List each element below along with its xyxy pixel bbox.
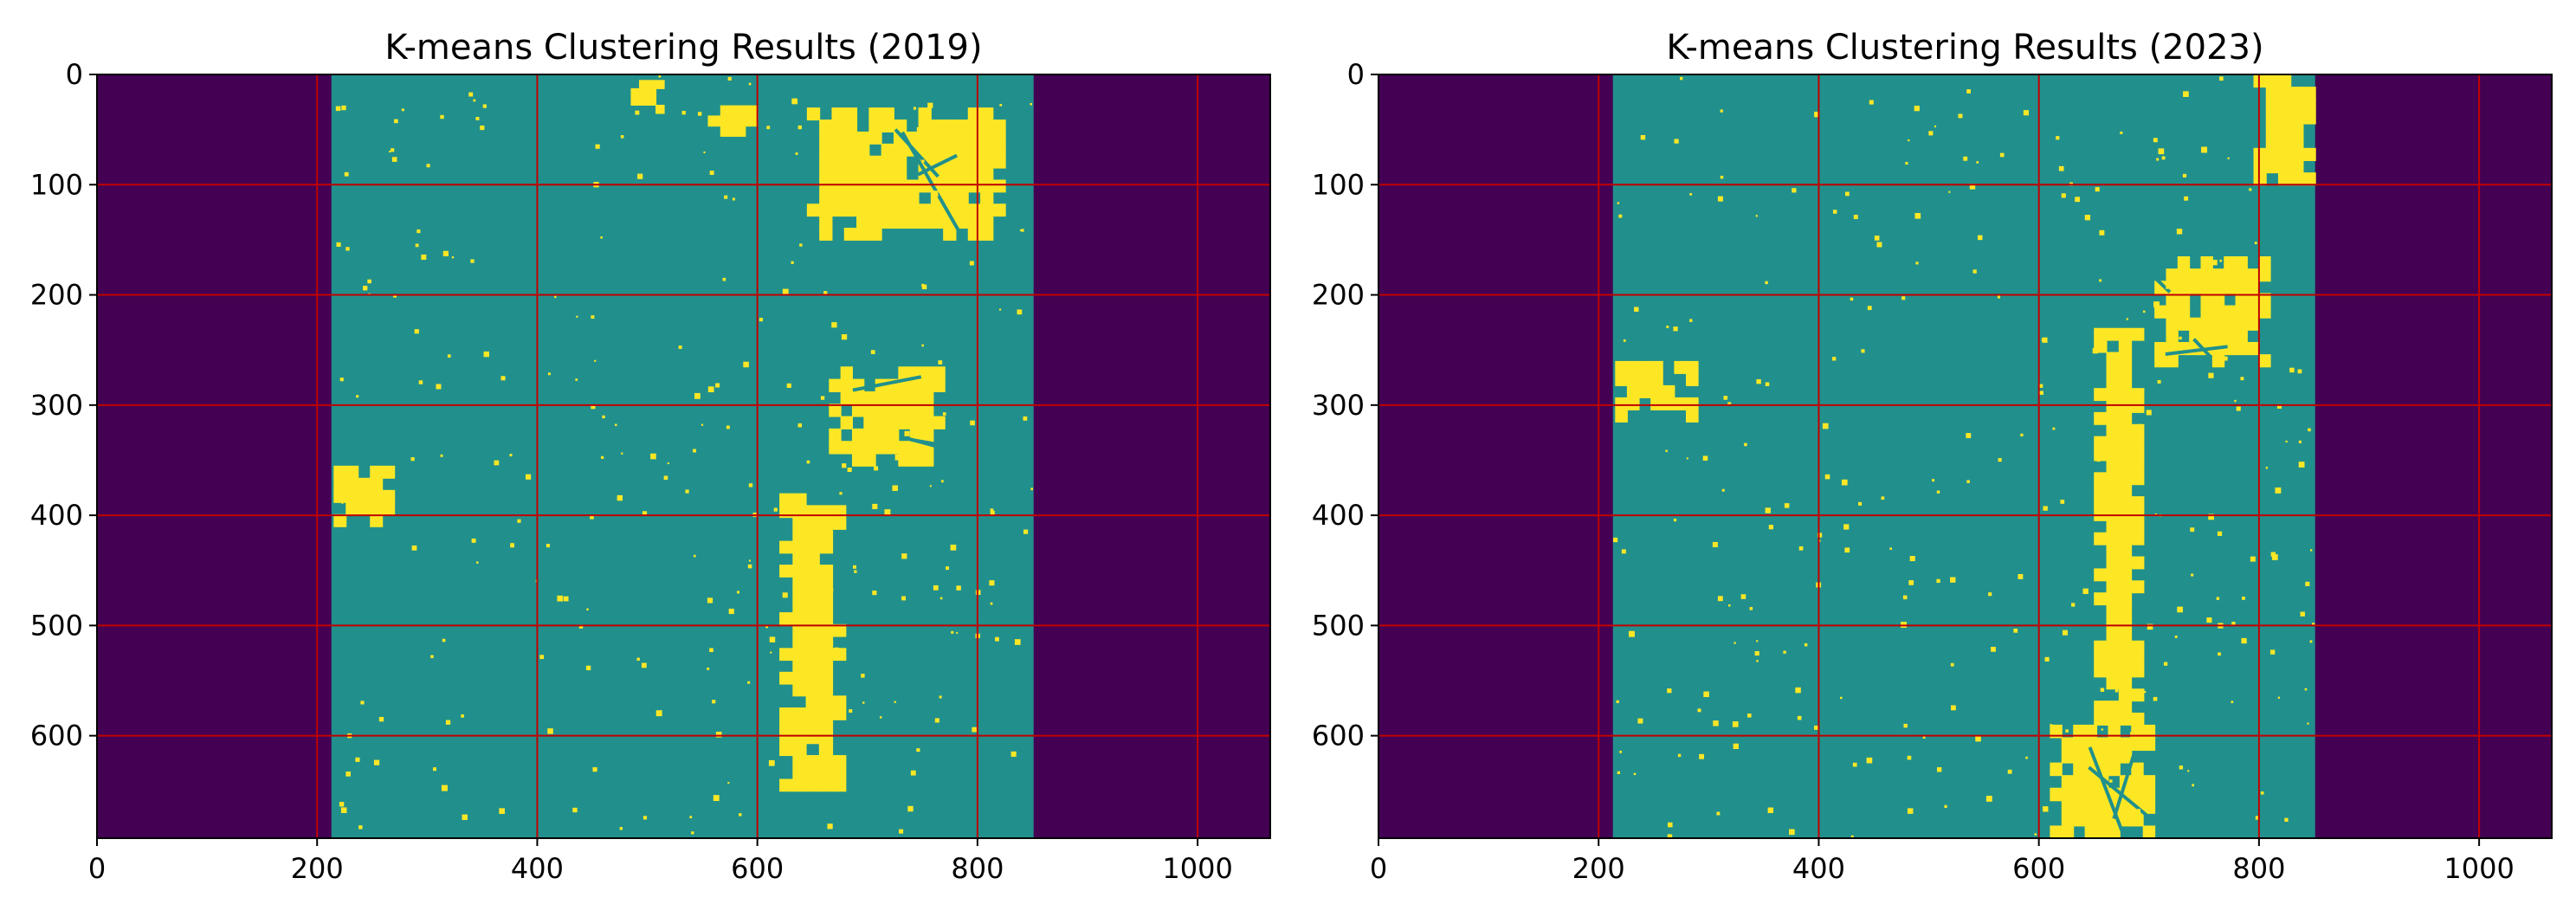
chart-panel-1: 0 200 400 600 800 1000 0 100 200 300 400 500 600 K-me… bbox=[30, 28, 1271, 885]
x-tick-label: 600 bbox=[731, 852, 784, 885]
y-tick-label: 200 bbox=[1312, 279, 1365, 312]
chart-title: K-means Clustering Results (2019) bbox=[384, 28, 982, 68]
y-tick-label: 400 bbox=[1312, 499, 1365, 532]
x-tick-label: 600 bbox=[2012, 852, 2065, 885]
y-tick-label: 600 bbox=[1312, 720, 1365, 752]
y-tick-label: 0 bbox=[66, 58, 83, 91]
x-tick-label: 1000 bbox=[2444, 852, 2514, 885]
axes-frame bbox=[1378, 74, 2553, 839]
y-tick-label: 500 bbox=[1312, 609, 1365, 642]
cluster-2-speckles bbox=[1612, 76, 2315, 838]
x-tick-label: 800 bbox=[951, 852, 1004, 885]
y-tick-label: 100 bbox=[1312, 168, 1365, 201]
data-region bbox=[1612, 74, 2315, 838]
y-tick-label: 200 bbox=[30, 279, 83, 312]
x-tick-label: 400 bbox=[511, 852, 564, 885]
y-tick-label: 600 bbox=[30, 720, 83, 752]
x-tick-label: 200 bbox=[1572, 852, 1625, 885]
x-tick-label: 400 bbox=[1792, 852, 1845, 885]
cluster-2-patch bbox=[2050, 724, 2156, 838]
cluster-2-patch bbox=[806, 107, 1006, 241]
cluster-2-patch bbox=[2094, 327, 2145, 726]
heatmap-image bbox=[97, 74, 1270, 838]
cluster-2-patch bbox=[707, 105, 759, 137]
x-tick-label: 0 bbox=[1370, 852, 1387, 885]
y-tick-label: 300 bbox=[30, 389, 83, 422]
x-tick-label: 1000 bbox=[1162, 852, 1232, 885]
cluster-2-patch bbox=[779, 493, 847, 792]
chart-panel-2: 0 200 400 600 800 1000 0 100 200 300 400 500 600 K-me… bbox=[1312, 28, 2553, 885]
x-tick-label: 0 bbox=[88, 852, 106, 885]
cluster-2-patch bbox=[2154, 256, 2271, 368]
y-tick-label: 400 bbox=[30, 499, 83, 532]
cluster-2-patch bbox=[630, 80, 665, 114]
x-tick-label: 200 bbox=[291, 852, 344, 885]
y-tick-label: 500 bbox=[30, 609, 83, 642]
cluster-2-patch bbox=[333, 465, 396, 527]
cluster-2-patch bbox=[1615, 360, 1699, 423]
x-tick-label: 800 bbox=[2232, 852, 2285, 885]
chart-title: K-means Clustering Results (2023) bbox=[1666, 28, 2263, 68]
cluster-2-patch bbox=[829, 366, 946, 467]
y-tick-label: 100 bbox=[30, 168, 83, 201]
y-tick-label: 300 bbox=[1312, 389, 1365, 422]
cluster-2-patch bbox=[2253, 74, 2316, 186]
axes-frame bbox=[96, 74, 1271, 839]
heatmap-image bbox=[1378, 74, 2552, 838]
y-tick-label: 0 bbox=[1347, 58, 1365, 91]
